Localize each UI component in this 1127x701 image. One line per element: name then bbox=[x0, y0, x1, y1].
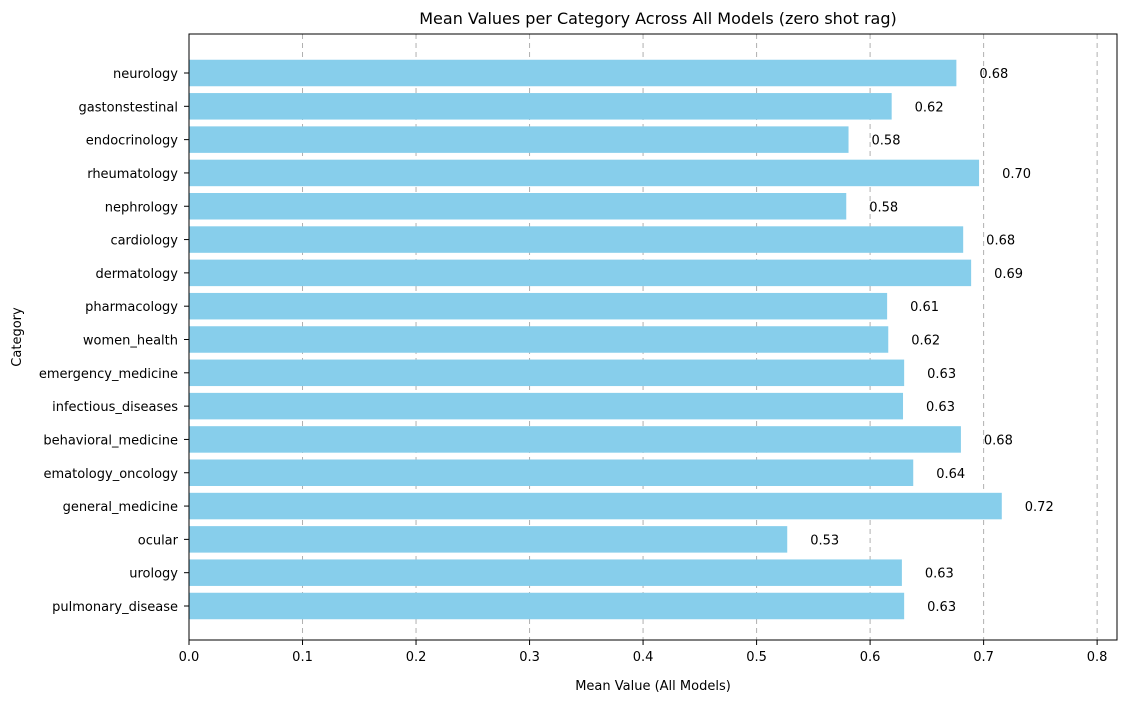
data-label: 0.58 bbox=[872, 134, 901, 149]
plot-frame bbox=[188, 33, 1118, 641]
data-label: 0.62 bbox=[911, 334, 940, 349]
bar bbox=[189, 226, 964, 253]
bar bbox=[189, 392, 904, 420]
y-tick-label: pulmonary_disease bbox=[52, 600, 178, 615]
data-label: 0.62 bbox=[915, 100, 944, 115]
y-tick-label: endocrinology bbox=[86, 134, 179, 149]
data-label: 0.72 bbox=[1025, 500, 1054, 515]
y-tick-label: ematology_oncology bbox=[44, 467, 179, 482]
y-axis-label: Category bbox=[10, 307, 25, 367]
data-label: 0.61 bbox=[910, 300, 939, 315]
x-tick-label: 0.8 bbox=[1087, 650, 1108, 665]
bar bbox=[189, 259, 972, 287]
data-label: 0.63 bbox=[925, 567, 954, 582]
bar bbox=[189, 59, 957, 87]
y-tick-label: emergency_medicine bbox=[39, 367, 178, 382]
y-tick-label: infectious_diseases bbox=[52, 400, 178, 415]
data-label: 0.53 bbox=[810, 533, 839, 548]
data-label: 0.63 bbox=[926, 400, 955, 415]
bar bbox=[189, 492, 1002, 520]
bar bbox=[189, 159, 980, 187]
x-tick-label: 0.6 bbox=[860, 650, 881, 665]
data-label: 0.64 bbox=[936, 467, 965, 482]
y-tick-label: women_health bbox=[83, 334, 178, 349]
y-tick-label: general_medicine bbox=[63, 500, 178, 515]
bar bbox=[189, 93, 892, 120]
x-tick-label: 0.3 bbox=[519, 650, 540, 665]
x-tick-label: 0.1 bbox=[292, 650, 313, 665]
bar bbox=[189, 193, 847, 220]
bar bbox=[189, 326, 889, 353]
data-label: 0.58 bbox=[869, 200, 898, 215]
y-tick-label: pharmacology bbox=[85, 300, 178, 315]
data-label: 0.70 bbox=[1002, 167, 1031, 182]
y-tick-label: cardiology bbox=[110, 234, 178, 249]
x-tick-label: 0.0 bbox=[179, 650, 200, 665]
x-tick-label: 0.5 bbox=[746, 650, 767, 665]
x-axis-label: Mean Value (All Models) bbox=[575, 679, 731, 694]
y-tick-label: behavioral_medicine bbox=[43, 433, 178, 448]
data-label: 0.68 bbox=[979, 67, 1008, 82]
bars bbox=[189, 59, 1002, 620]
y-tick-label: ocular bbox=[138, 533, 179, 548]
bar bbox=[189, 292, 888, 320]
y-axis-ticks: neurology gastonstestinal endocrinology rhe… bbox=[39, 67, 189, 615]
y-tick-label: dermatology bbox=[95, 267, 178, 282]
x-axis-ticks: 0.0 0.1 0.2 0.3 0.4 0.5 0.6 0.7 0.8 bbox=[179, 640, 1108, 665]
data-label: 0.68 bbox=[984, 433, 1013, 448]
bar bbox=[189, 526, 788, 553]
bar bbox=[189, 592, 905, 620]
x-tick-label: 0.4 bbox=[633, 650, 654, 665]
y-tick-label: nephrology bbox=[105, 200, 179, 215]
data-label: 0.63 bbox=[927, 600, 956, 615]
y-tick-label: gastonstestinal bbox=[79, 100, 178, 115]
x-tick-label: 0.2 bbox=[406, 650, 427, 665]
chart-title: Mean Values per Category Across All Mode… bbox=[419, 9, 896, 28]
data-label: 0.69 bbox=[994, 267, 1023, 282]
data-label: 0.68 bbox=[986, 234, 1015, 249]
bar bbox=[189, 126, 849, 153]
data-label: 0.63 bbox=[927, 367, 956, 382]
bar bbox=[189, 359, 905, 387]
bar bbox=[189, 559, 902, 586]
data-labels: 0.68 0.62 0.58 0.70 0.58 0.68 0.69 0.61 0.62 0.63… bbox=[810, 67, 1053, 615]
y-tick-label: rheumatology bbox=[87, 167, 178, 182]
x-tick-label: 0.7 bbox=[973, 650, 994, 665]
bar bbox=[189, 426, 961, 453]
y-tick-label: urology bbox=[129, 567, 178, 582]
bar bbox=[189, 459, 914, 486]
y-tick-label: neurology bbox=[113, 67, 178, 82]
